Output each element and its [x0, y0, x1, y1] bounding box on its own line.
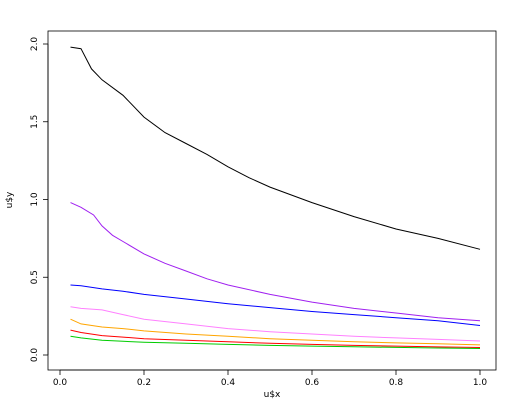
series-line-3: [70, 284, 481, 326]
x-tick-label: 0.8: [389, 378, 404, 388]
y-tick-label: 0.5: [30, 270, 40, 284]
y-axis-label: u$y: [5, 191, 15, 208]
y-tick-label: 0.0: [30, 348, 40, 363]
x-axis: 0.0 0.2 0.4 0.6 0.8 1.0: [53, 369, 488, 388]
y-tick-label: 1.5: [30, 115, 40, 129]
x-tick-label: 0.0: [53, 378, 68, 388]
x-tick-label: 0.2: [137, 378, 151, 388]
x-tick-label: 0.4: [221, 378, 236, 388]
x-axis-label: u$x: [264, 390, 281, 400]
y-tick-label: 1.0: [30, 192, 40, 207]
series-line-4: [70, 306, 481, 342]
plot-frame: [47, 30, 497, 371]
series-group: [70, 46, 481, 349]
series-line-7: [70, 335, 481, 349]
x-tick-label: 0.6: [305, 378, 320, 388]
y-axis: 0.0 0.5 1.0 1.5 2.0: [30, 37, 49, 363]
y-tick-label: 2.0: [30, 37, 40, 52]
series-line-6: [70, 329, 481, 348]
series-line-1: [70, 46, 481, 250]
x-tick-label: 1.0: [473, 378, 488, 388]
series-line-2: [70, 202, 481, 322]
series-line-5: [70, 318, 481, 346]
